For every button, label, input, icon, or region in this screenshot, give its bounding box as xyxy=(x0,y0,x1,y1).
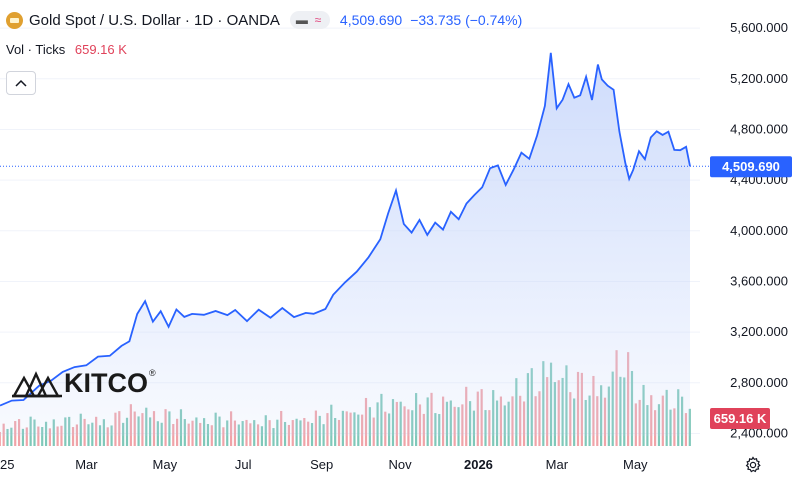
volume-badge: 659.16 K xyxy=(710,408,770,429)
volume-bar xyxy=(21,428,25,446)
price-axis: 5,600.0005,200.0004,800.0004,400.0004,00… xyxy=(730,20,788,440)
volume-legend: Vol · Ticks 659.16 K xyxy=(6,42,127,57)
last-price-label: 4,509.690 xyxy=(722,159,780,174)
volume-bar xyxy=(37,426,40,446)
kitco-logo-text: KITCO xyxy=(64,368,148,398)
chevron-up-icon xyxy=(15,79,27,87)
price-area-fill xyxy=(0,52,690,437)
price-tick-label: 3,200.000 xyxy=(730,324,788,339)
time-tick-label: Mar xyxy=(546,457,569,472)
last-price: 4,509.690 xyxy=(339,12,403,28)
volume-bar xyxy=(222,427,225,446)
volume-bar xyxy=(25,427,28,446)
settings-button[interactable] xyxy=(744,456,762,474)
price-tick-label: 4,000.000 xyxy=(730,223,788,238)
volume-legend-label[interactable]: Vol · Ticks xyxy=(6,42,66,57)
gold-bar-icon xyxy=(6,11,23,29)
volume-legend-value: 659.16 K xyxy=(74,42,127,57)
last-price-badge: 4,509.690 xyxy=(710,156,792,178)
time-tick-label: 25 xyxy=(0,457,14,472)
volume-bar xyxy=(260,426,264,446)
kitco-logo-mark-icon xyxy=(12,370,62,397)
time-tick-label: Jul xyxy=(235,457,252,472)
volume-bar xyxy=(41,427,44,446)
volume-bar xyxy=(272,428,275,446)
price-tick-label: 2,800.000 xyxy=(730,375,788,390)
time-tick-label: May xyxy=(153,457,178,472)
price-tick-label: 3,600.000 xyxy=(730,273,788,288)
time-axis: 25 Mar May Jul Sep Nov 2026 Mar May xyxy=(0,457,648,472)
chart-header: Gold Spot / U.S. Dollar · 1D · OANDA ▬ ≈… xyxy=(6,10,522,30)
volume-bar xyxy=(56,426,59,446)
price-tick-label: 5,600.000 xyxy=(730,20,788,35)
price-tick-label: 2,400.000 xyxy=(730,425,788,440)
volume-label: 659.16 K xyxy=(714,411,767,426)
minus-icon: ▬ xyxy=(295,13,308,27)
price-line xyxy=(0,52,691,407)
time-tick-label: Sep xyxy=(310,457,333,472)
volume-bar xyxy=(106,427,109,446)
time-tick-label: May xyxy=(623,457,648,472)
volume-bar xyxy=(71,427,75,446)
time-tick-label: 2026 xyxy=(464,457,493,472)
time-tick-label: Mar xyxy=(75,457,98,472)
price-change: −33.735 (−0.74%) xyxy=(410,12,523,28)
kitco-logo: KITCO ® xyxy=(12,368,156,399)
compare-toggle[interactable]: ▬ ≈ xyxy=(289,11,330,29)
volume-bar xyxy=(0,431,1,446)
price-tick-label: 4,800.000 xyxy=(730,121,788,136)
time-tick-label: Nov xyxy=(388,457,412,472)
symbol-title[interactable]: Gold Spot / U.S. Dollar · 1D · OANDA xyxy=(29,11,280,29)
volume-bar xyxy=(6,428,9,446)
price-tick-label: 5,200.000 xyxy=(730,71,788,86)
approx-icon: ≈ xyxy=(314,13,322,27)
collapse-legend-button[interactable] xyxy=(6,71,36,95)
volume-bar xyxy=(48,428,52,446)
gear-icon xyxy=(745,456,761,473)
registered-mark: ® xyxy=(149,368,156,378)
volume-bar xyxy=(10,427,13,446)
